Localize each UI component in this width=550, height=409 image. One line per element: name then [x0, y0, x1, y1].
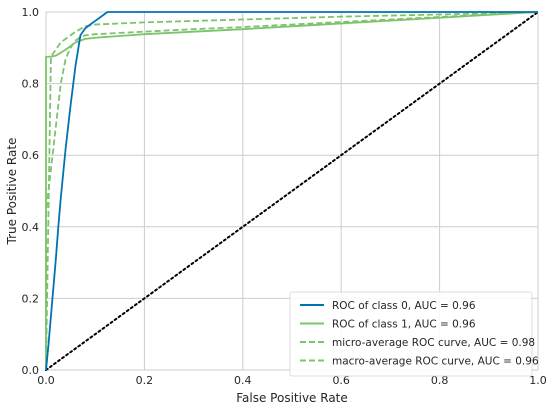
series-layer — [45, 11, 539, 371]
y-tick-label: 0.2 — [22, 292, 40, 305]
legend-box — [289, 291, 533, 377]
x-tick-label: 0.4 — [234, 374, 252, 387]
x-tick-label: 0.2 — [136, 374, 154, 387]
roc-curve-2 — [45, 11, 539, 371]
x-tick-label: 0.0 — [37, 374, 55, 387]
x-tick-label: 1.0 — [529, 374, 547, 387]
roc-curve-0 — [45, 11, 538, 371]
legend: ROC of class 0, AUC = 0.96 ROC of class 1… — [289, 291, 539, 377]
y-axis-title: True Positive Rate — [5, 138, 19, 246]
x-axis-title: False Positive Rate — [236, 391, 348, 405]
tick-labels: 0.0 0.2 0.4 0.6 0.8 1.0 0.0 0.2 0.4 0.6 0.8 1.0 — [22, 6, 547, 387]
y-tick-label: 1.0 — [22, 6, 40, 19]
x-tick-label: 0.8 — [431, 374, 449, 387]
roc-curve-1 — [45, 11, 539, 370]
grid — [45, 11, 539, 371]
y-tick-label: 0.8 — [22, 78, 40, 91]
y-tick-label: 0.0 — [22, 364, 40, 377]
legend-label: micro-average ROC curve, AUC = 0.98 — [332, 337, 535, 349]
legend-label: macro-average ROC curve, AUC = 0.96 — [332, 356, 539, 368]
legend-label: ROC of class 0, AUC = 0.96 — [332, 300, 476, 312]
legend-label: ROC of class 1, AUC = 0.96 — [332, 319, 476, 331]
chance-diagonal — [45, 11, 539, 371]
roc-curve-3 — [45, 11, 539, 370]
y-tick-label: 0.6 — [22, 149, 40, 162]
x-tick-label: 0.6 — [332, 374, 350, 387]
y-tick-label: 0.4 — [22, 221, 40, 234]
